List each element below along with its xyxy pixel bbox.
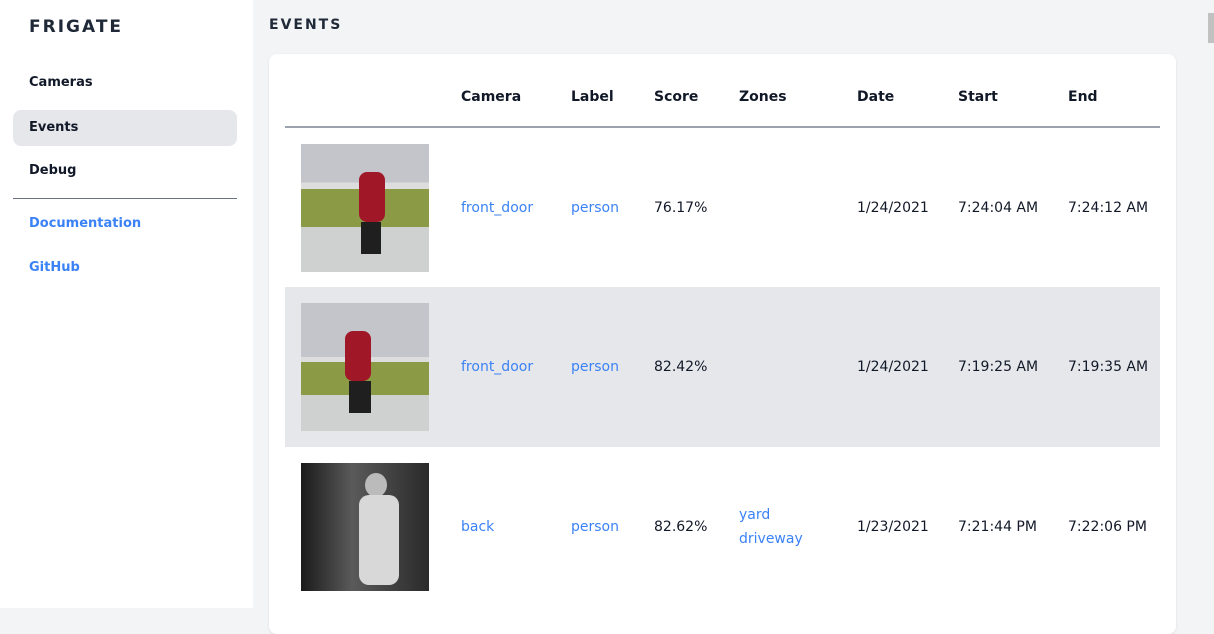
page-title: EVENTS — [269, 17, 343, 33]
scrollbar[interactable] — [1206, 0, 1214, 608]
main-content: EVENTS Camera Label Score Zones Date Sta… — [253, 0, 1214, 634]
date: 1/23/2021 — [857, 519, 929, 535]
sidebar: FRIGATE Cameras Events Debug Documentati… — [0, 0, 253, 608]
camera-link[interactable]: front_door — [461, 199, 534, 216]
events-table: Camera Label Score Zones Date Start End … — [285, 54, 1160, 607]
event-thumbnail[interactable] — [301, 143, 429, 272]
start-time: 7:19:25 AM — [958, 287, 1068, 447]
zones — [739, 127, 857, 287]
col-score: Score — [654, 54, 739, 128]
label-link[interactable]: person — [571, 199, 619, 216]
sidebar-divider — [13, 198, 237, 199]
events-card: Camera Label Score Zones Date Start End … — [269, 54, 1176, 634]
sidebar-item-events[interactable]: Events — [13, 110, 237, 146]
end-time: 7:22:06 PM — [1068, 519, 1147, 535]
brand-logo: FRIGATE — [29, 17, 124, 37]
col-date: Date — [857, 54, 958, 128]
label-link[interactable]: person — [571, 359, 619, 375]
date: 1/24/2021 — [857, 287, 958, 447]
event-thumbnail[interactable] — [301, 303, 429, 431]
table-row[interactable]: front_door person 76.17% 1/24/2021 7:24:… — [285, 127, 1160, 287]
label-link[interactable]: person — [571, 519, 619, 535]
table-row[interactable]: back person 82.62% yard driveway 1/23/202… — [285, 447, 1160, 607]
sidebar-item-debug[interactable]: Debug — [29, 163, 77, 178]
score: 82.62% — [654, 519, 708, 535]
end-time: 7:19:35 AM — [1068, 287, 1160, 447]
camera-link[interactable]: front_door — [461, 359, 534, 375]
score: 76.17% — [654, 199, 708, 216]
col-start: Start — [958, 54, 1068, 128]
score: 82.42% — [654, 287, 739, 447]
col-camera: Camera — [461, 54, 571, 128]
table-row[interactable]: front_door person 82.42% 1/24/2021 7:19:… — [285, 287, 1160, 447]
col-end: End — [1068, 54, 1160, 128]
camera-link[interactable]: back — [461, 519, 495, 535]
zones — [739, 287, 857, 447]
scrollbar-thumb[interactable] — [1208, 13, 1214, 43]
event-thumbnail[interactable] — [301, 463, 429, 591]
zone-link[interactable]: yard — [739, 507, 771, 523]
start-time: 7:21:44 PM — [958, 519, 1037, 535]
table-header: Camera Label Score Zones Date Start End — [285, 54, 1160, 128]
end-time: 7:24:12 AM — [1068, 199, 1149, 216]
start-time: 7:24:04 AM — [958, 199, 1039, 216]
col-label: Label — [571, 54, 654, 128]
col-thumbnail — [285, 54, 461, 128]
zones: yard driveway — [739, 447, 857, 607]
sidebar-link-documentation[interactable]: Documentation — [29, 216, 142, 231]
col-zones: Zones — [739, 54, 857, 128]
sidebar-item-cameras[interactable]: Cameras — [29, 75, 93, 90]
sidebar-link-github[interactable]: GitHub — [29, 260, 80, 275]
date: 1/24/2021 — [857, 199, 929, 216]
zone-link[interactable]: driveway — [739, 531, 803, 547]
